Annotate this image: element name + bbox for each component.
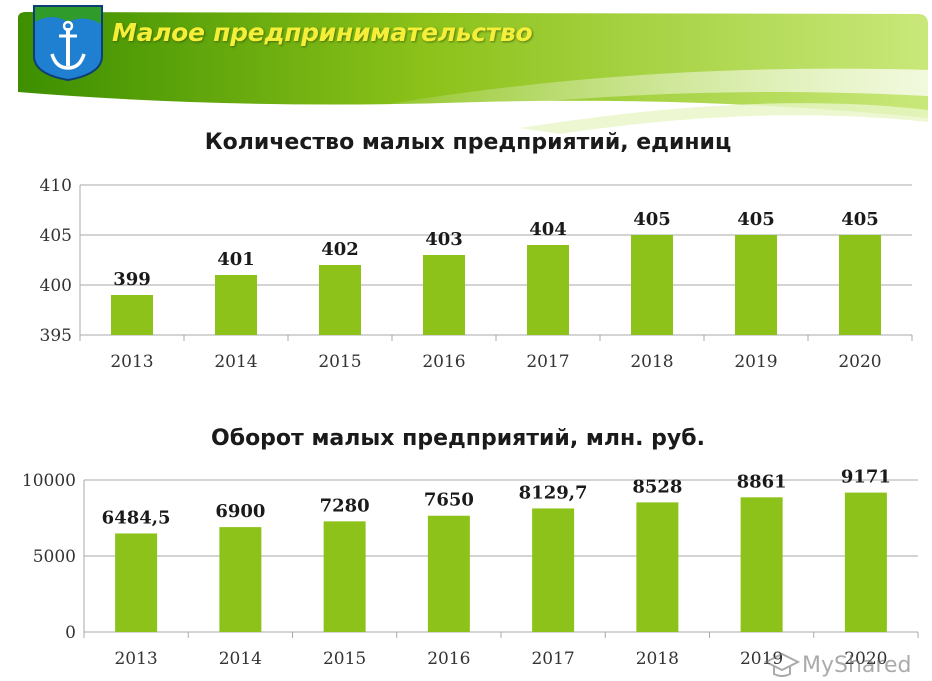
data-label: 8861 xyxy=(737,471,787,492)
x-tick-label: 2013 xyxy=(110,352,153,372)
y-tick-label: 10000 xyxy=(22,471,76,491)
bar xyxy=(735,235,777,335)
data-label: 405 xyxy=(737,209,775,230)
hat-logo-icon xyxy=(763,652,801,677)
bar xyxy=(111,295,153,335)
x-tick-label: 2014 xyxy=(219,649,262,669)
data-label: 399 xyxy=(113,269,151,290)
y-tick-label: 400 xyxy=(40,276,72,296)
data-label: 6484,5 xyxy=(102,507,171,528)
x-tick-label: 2018 xyxy=(636,649,679,669)
data-label: 405 xyxy=(633,209,671,230)
x-tick-label: 2013 xyxy=(114,649,157,669)
x-tick-label: 2020 xyxy=(838,352,881,372)
data-label: 8129,7 xyxy=(519,482,588,503)
x-tick-label: 2020 xyxy=(844,649,887,669)
anchor-coat-of-arms-icon xyxy=(33,5,103,82)
bar xyxy=(527,245,569,335)
data-label: 9171 xyxy=(841,467,891,488)
x-tick-label: 2014 xyxy=(214,352,257,372)
x-tick-label: 2017 xyxy=(526,352,569,372)
x-tick-label: 2015 xyxy=(318,352,361,372)
bar xyxy=(631,235,673,335)
chart-title-turnover: Оборот малых предприятий, млн. руб. xyxy=(211,426,705,451)
y-tick-label: 5000 xyxy=(33,547,76,567)
data-label: 6900 xyxy=(215,501,265,522)
y-tick-label: 395 xyxy=(40,326,72,346)
x-tick-label: 2019 xyxy=(740,649,783,669)
data-label: 7650 xyxy=(424,490,474,511)
bar xyxy=(219,527,262,632)
data-label: 401 xyxy=(217,249,255,270)
bar xyxy=(636,502,679,632)
x-tick-label: 2016 xyxy=(422,352,465,372)
bar-chart-enterprises: 395 400 405 410 399 2013 401 2014 402 2015 403 2016… xyxy=(40,176,913,372)
bar xyxy=(423,255,465,335)
y-tick-label: 0 xyxy=(65,623,76,643)
watermark-text: MyShared xyxy=(802,653,911,678)
data-label: 8528 xyxy=(632,476,682,497)
bar xyxy=(844,492,887,632)
x-tick-label: 2019 xyxy=(734,352,777,372)
bar xyxy=(532,508,575,632)
data-label: 403 xyxy=(425,229,463,250)
x-tick-label: 2017 xyxy=(531,649,574,669)
x-tick-label: 2015 xyxy=(323,649,366,669)
header-banner xyxy=(18,12,928,134)
watermark-logo: MyShared xyxy=(763,652,911,678)
data-label: 7280 xyxy=(320,495,370,516)
data-label: 405 xyxy=(841,209,879,230)
x-tick-label: 2018 xyxy=(630,352,673,372)
slide-title: Малое предпринимательство xyxy=(112,18,533,47)
bar xyxy=(319,265,361,335)
bar xyxy=(839,235,881,335)
y-tick-label: 405 xyxy=(40,226,72,246)
y-tick-label: 410 xyxy=(40,176,72,196)
x-tick-label: 2016 xyxy=(427,649,470,669)
bar xyxy=(427,515,470,632)
data-label: 402 xyxy=(321,239,359,260)
bar xyxy=(115,533,158,632)
bar xyxy=(740,497,783,632)
data-label: 404 xyxy=(529,219,567,240)
bar xyxy=(323,521,366,632)
chart-title-enterprises: Количество малых предприятий, единиц xyxy=(204,130,732,155)
bar xyxy=(215,275,257,335)
